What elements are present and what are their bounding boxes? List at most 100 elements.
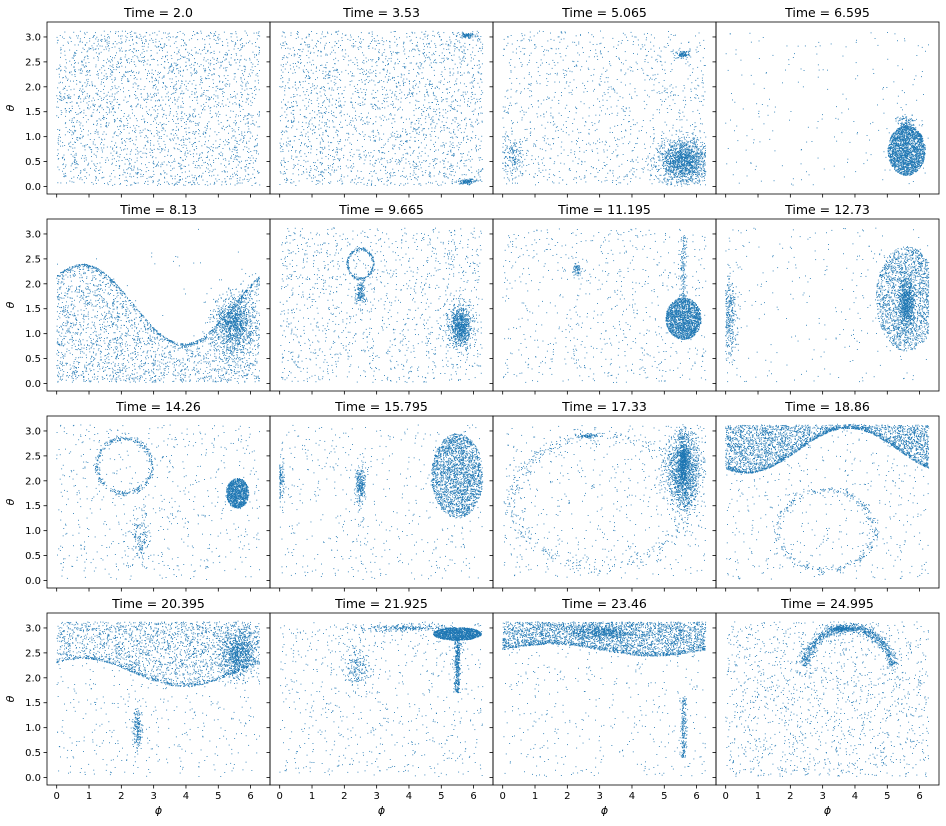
data-point [443, 167, 445, 169]
data-point [94, 48, 96, 50]
data-point [438, 118, 439, 120]
data-point [63, 96, 65, 98]
data-point [338, 30, 340, 32]
data-point [113, 69, 115, 70]
data-point [68, 111, 70, 112]
data-point [173, 184, 175, 186]
data-point [171, 183, 173, 185]
data-point [281, 45, 283, 46]
data-point [408, 72, 410, 74]
data-point [281, 107, 283, 109]
data-point [476, 98, 478, 100]
data-point [327, 165, 329, 166]
data-point [443, 57, 445, 59]
data-point [106, 102, 108, 104]
data-point [332, 121, 334, 123]
data-point [334, 169, 335, 171]
data-point [185, 49, 186, 51]
data-point [403, 82, 404, 84]
data-point [225, 69, 227, 71]
data-point [121, 138, 122, 140]
data-point [382, 147, 384, 148]
data-point [234, 184, 236, 186]
data-point [86, 74, 88, 76]
data-point [70, 97, 71, 99]
data-point [63, 176, 65, 178]
data-point [242, 94, 243, 96]
data-point [443, 117, 445, 118]
data-point [138, 172, 139, 174]
data-point [252, 167, 254, 168]
data-point [381, 181, 382, 182]
data-point [396, 87, 398, 88]
data-point [204, 46, 206, 48]
data-point [311, 90, 313, 91]
data-point [188, 182, 189, 184]
data-point [219, 88, 221, 90]
data-point [213, 162, 215, 163]
data-point [446, 88, 448, 90]
data-point [320, 171, 322, 173]
data-point [236, 143, 238, 144]
data-point [430, 40, 432, 42]
data-point [190, 75, 192, 77]
data-point [164, 177, 166, 179]
data-point [317, 180, 319, 182]
data-point [440, 126, 442, 128]
data-point [110, 103, 111, 104]
data-point [190, 121, 192, 123]
data-point [79, 41, 81, 43]
data-point [152, 156, 154, 158]
data-point [175, 143, 177, 145]
data-point [69, 36, 71, 38]
data-point [436, 123, 438, 125]
data-point [303, 116, 305, 117]
data-point [209, 38, 211, 40]
data-point [148, 162, 150, 163]
data-point [98, 170, 100, 171]
data-point [467, 72, 469, 74]
data-point [101, 39, 102, 41]
data-point [433, 143, 435, 145]
data-point [290, 119, 292, 121]
data-point [306, 89, 308, 90]
data-point [73, 117, 75, 119]
data-point [219, 38, 221, 40]
data-point [458, 142, 460, 144]
data-point [444, 176, 446, 178]
data-point [135, 182, 137, 184]
data-point [228, 49, 230, 51]
data-point [372, 135, 374, 136]
data-point [155, 157, 157, 159]
data-point [420, 155, 422, 157]
data-point [394, 41, 396, 43]
data-point [185, 121, 187, 122]
data-point [188, 127, 190, 129]
data-point [68, 143, 70, 145]
data-point [440, 131, 441, 133]
data-point [101, 107, 103, 109]
data-point [370, 139, 371, 141]
data-point [112, 81, 114, 83]
data-point [186, 69, 188, 71]
data-point [100, 39, 102, 41]
data-point [452, 119, 454, 121]
data-point [410, 126, 412, 128]
data-point [241, 88, 243, 90]
data-point [291, 105, 293, 107]
data-point [443, 127, 445, 129]
data-point [123, 169, 125, 171]
data-point [433, 111, 435, 112]
data-point [198, 176, 200, 178]
data-point [430, 139, 432, 141]
data-point [157, 113, 159, 115]
data-point [401, 145, 403, 146]
data-point [477, 82, 479, 84]
data-point [235, 156, 237, 157]
data-point [405, 141, 406, 142]
data-point [201, 87, 202, 89]
data-point [228, 160, 230, 162]
data-point [238, 105, 240, 106]
data-point [135, 148, 137, 150]
data-point [240, 48, 242, 50]
